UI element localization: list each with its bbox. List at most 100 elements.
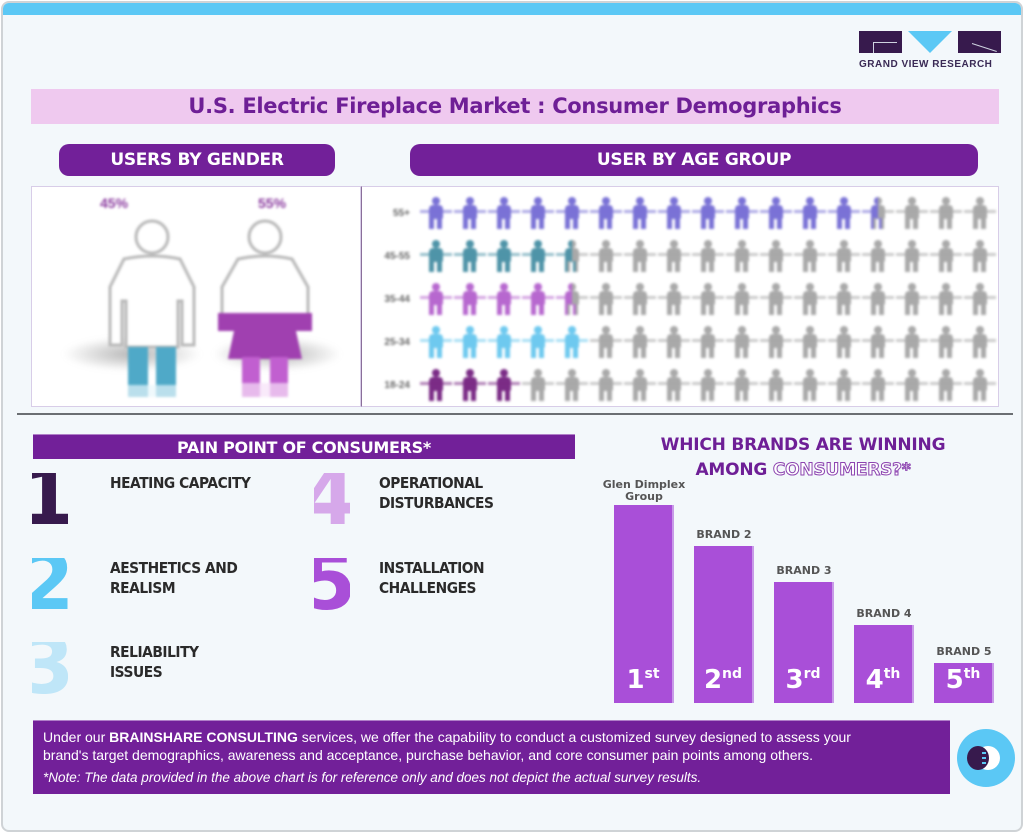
person-icon [794, 282, 826, 316]
people-icons [420, 282, 996, 316]
person-icon [420, 368, 452, 402]
person-icon [522, 196, 554, 230]
pain-point-text: INSTALLATION CHALLENGES [379, 559, 485, 597]
pain-point-text: AESTHETICS AND REALISM [110, 559, 238, 597]
brand-name-label: BRAND 3 [776, 564, 832, 577]
person-icon [522, 368, 554, 402]
person-icon [488, 325, 520, 359]
male-percentage: 45% [100, 195, 129, 211]
person-icon [692, 239, 724, 273]
top-accent-bar [3, 3, 1021, 15]
person-icon [488, 196, 520, 230]
brand-bar: 5th [934, 663, 994, 703]
person-icon [420, 239, 452, 273]
person-icon [930, 368, 962, 402]
person-icon [488, 239, 520, 273]
number-4-icon: 4 [314, 473, 350, 533]
brand-bar: 1st [614, 505, 674, 703]
person-icon [624, 325, 656, 359]
person-icon [556, 282, 588, 316]
person-icon [896, 368, 928, 402]
male-figure-icon [108, 219, 196, 397]
person-icon [420, 282, 452, 316]
person-icon [964, 196, 996, 230]
person-icon [964, 282, 996, 316]
age-label: 45-55 [384, 250, 410, 262]
person-icon [896, 196, 928, 230]
person-icon [828, 325, 860, 359]
number-3-icon: 3 [32, 642, 68, 702]
age-row-55plus: 55+ [362, 191, 998, 235]
person-icon [658, 239, 690, 273]
person-icon [420, 325, 452, 359]
brand-bar: 2nd [694, 546, 754, 703]
people-icons [420, 239, 996, 273]
person-icon [828, 282, 860, 316]
person-icon [794, 368, 826, 402]
footer-consulting-note: Under our BRAINSHARE CONSULTING services… [33, 720, 950, 794]
person-icon [454, 368, 486, 402]
person-icon [692, 196, 724, 230]
person-icon [964, 325, 996, 359]
person-icon [454, 239, 486, 273]
person-icon [692, 282, 724, 316]
person-icon [556, 368, 588, 402]
person-icon [488, 282, 520, 316]
person-icon [896, 239, 928, 273]
footer-line-1: Under our BRAINSHARE CONSULTING services… [43, 729, 851, 745]
person-icon [590, 239, 622, 273]
person-icon [760, 325, 792, 359]
logo-text: GRAND VIEW RESEARCH [859, 59, 993, 70]
number-2-icon: 2 [32, 558, 68, 618]
person-icon [692, 325, 724, 359]
pain-point-1: 1 HEATING CAPACITY [32, 473, 282, 535]
female-figure-icon [218, 219, 312, 397]
person-icon [658, 282, 690, 316]
person-icon [896, 282, 928, 316]
person-icon [624, 282, 656, 316]
person-icon [692, 368, 724, 402]
pain-point-text: OPERATIONAL DISTURBANCES [379, 474, 494, 512]
person-icon [556, 239, 588, 273]
age-section-heading: USER BY AGE GROUP [410, 144, 978, 176]
person-icon [726, 239, 758, 273]
gender-section-heading: USERS BY GENDER [59, 144, 335, 176]
pain-points-heading: PAIN POINT OF CONSUMERS* [33, 434, 575, 459]
person-icon [930, 196, 962, 230]
female-percentage: 55% [258, 195, 287, 211]
person-icon [522, 282, 554, 316]
person-icon [590, 368, 622, 402]
person-icon [624, 239, 656, 273]
person-icon [828, 196, 860, 230]
brand-name-label: BRAND 2 [696, 528, 752, 541]
person-icon [862, 239, 894, 273]
age-panel: 55+ 45-55 35-44 25-34 18-24 [361, 186, 999, 407]
person-icon [794, 196, 826, 230]
age-row-18-24: 18-24 [362, 363, 998, 407]
rank-label: 3rd [785, 665, 821, 695]
person-icon [726, 368, 758, 402]
rank-label: 1st [626, 665, 660, 695]
brands-chart-title: WHICH BRANDS ARE WINNING AMONG CONSUMERS… [660, 435, 946, 481]
person-icon [964, 368, 996, 402]
logo-mark-icon [859, 31, 1001, 53]
person-icon [454, 196, 486, 230]
person-icon [624, 196, 656, 230]
rank-label: 5th [945, 665, 981, 695]
brand-name-label: Glen Dimplex Group [602, 478, 686, 503]
age-label: 55+ [393, 207, 410, 219]
person-icon [862, 196, 894, 230]
brand-bar: 4th [854, 625, 914, 703]
person-icon [760, 282, 792, 316]
person-icon [896, 325, 928, 359]
person-icon [522, 325, 554, 359]
page-title: U.S. Electric Fireplace Market : Consume… [31, 89, 999, 124]
disclaimer-note: *Note: The data provided in the above ch… [43, 770, 702, 785]
person-icon [862, 325, 894, 359]
pain-point-text: HEATING CAPACITY [110, 474, 251, 492]
person-icon [794, 325, 826, 359]
